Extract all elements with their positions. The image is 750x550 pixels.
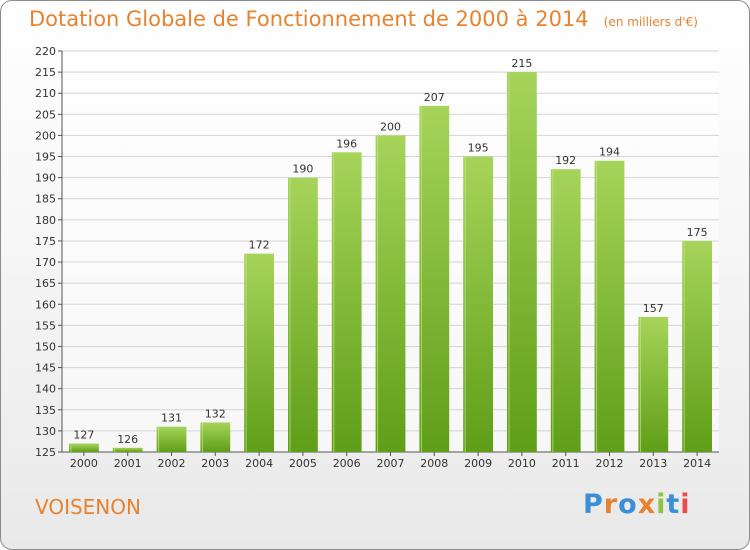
y-tick-label: 125 [35,446,56,459]
chart-unit: (en milliers d'€) [603,15,698,29]
y-tick-label: 180 [35,214,56,227]
value-label-2003: 132 [205,407,226,420]
y-tick-label: 205 [35,108,56,121]
bar-2000 [69,443,99,452]
bar-2008 [419,105,450,452]
x-tick-label-2005: 2005 [289,457,317,470]
value-label-2009: 195 [468,142,489,155]
y-tick-label: 190 [35,172,56,185]
y-tick-label: 220 [35,45,56,58]
x-tick-label-2010: 2010 [508,457,536,470]
logo-letter: x [637,489,657,520]
x-tick-label-2001: 2001 [114,457,142,470]
bar-2002 [156,426,187,452]
bar-2010 [507,72,537,453]
x-tick-label-2008: 2008 [420,457,448,470]
x-tick-label-2011: 2011 [552,457,580,470]
title-row: Dotation Globale de Fonctionnement de 20… [29,7,698,31]
logo-letter: o [618,489,638,520]
value-label-2014: 175 [687,226,708,239]
logo-letter: r [603,489,619,520]
y-tick-label: 215 [35,66,56,79]
x-tick-label-2007: 2007 [377,457,405,470]
value-label-2002: 131 [161,412,182,425]
y-tick-label: 145 [35,362,56,375]
bar-2004 [244,253,274,452]
value-label-2000: 127 [73,429,94,442]
bar-2012 [594,160,625,452]
x-tick-label-2014: 2014 [683,457,711,470]
y-tick-label: 200 [35,129,56,142]
y-tick-label: 170 [35,256,56,269]
y-tick-label: 130 [35,425,56,438]
y-tick-label: 160 [35,298,56,311]
logo-letter: i [680,489,691,520]
bar-2009 [463,156,493,453]
bar-2007 [375,135,406,452]
proxiti-logo: Proxiti [583,489,691,520]
x-tick-label-2002: 2002 [158,457,186,470]
value-label-2006: 196 [336,137,357,150]
y-tick-label: 210 [35,87,56,100]
town-name: VOISENON [35,495,141,519]
bar-2006 [331,152,362,452]
x-tick-label-2013: 2013 [639,457,667,470]
y-tick-label: 195 [35,151,56,164]
value-label-2005: 190 [292,163,313,176]
y-tick-label: 175 [35,235,56,248]
logo-letter: P [583,489,604,520]
x-tick-label-2000: 2000 [70,457,98,470]
bar-2013 [638,316,669,452]
x-tick-label-2003: 2003 [201,457,229,470]
bar-2014 [682,240,712,452]
value-label-2013: 157 [643,302,664,315]
bar-2011 [550,169,581,453]
bar-2003 [200,422,231,452]
y-tick-label: 155 [35,319,56,332]
logo-letter: t [666,489,681,520]
value-label-2011: 192 [555,154,576,167]
y-tick-label: 150 [35,340,56,353]
y-tick-label: 135 [35,404,56,417]
chart-title: Dotation Globale de Fonctionnement de 20… [29,7,589,31]
value-label-2010: 215 [511,57,532,70]
value-label-2012: 194 [599,146,620,159]
y-tick-label: 185 [35,193,56,206]
y-tick-label: 140 [35,383,56,396]
value-label-2004: 172 [249,239,270,252]
x-tick-label-2012: 2012 [596,457,624,470]
bar-2005 [288,177,318,452]
y-tick-label: 165 [35,277,56,290]
x-tick-label-2004: 2004 [245,457,273,470]
value-label-2008: 207 [424,91,445,104]
logo-letter: i [656,489,667,520]
bar-2001 [112,447,143,452]
x-tick-label-2009: 2009 [464,457,492,470]
x-tick-label-2006: 2006 [333,457,361,470]
value-label-2001: 126 [117,433,138,446]
value-label-2007: 200 [380,120,401,133]
